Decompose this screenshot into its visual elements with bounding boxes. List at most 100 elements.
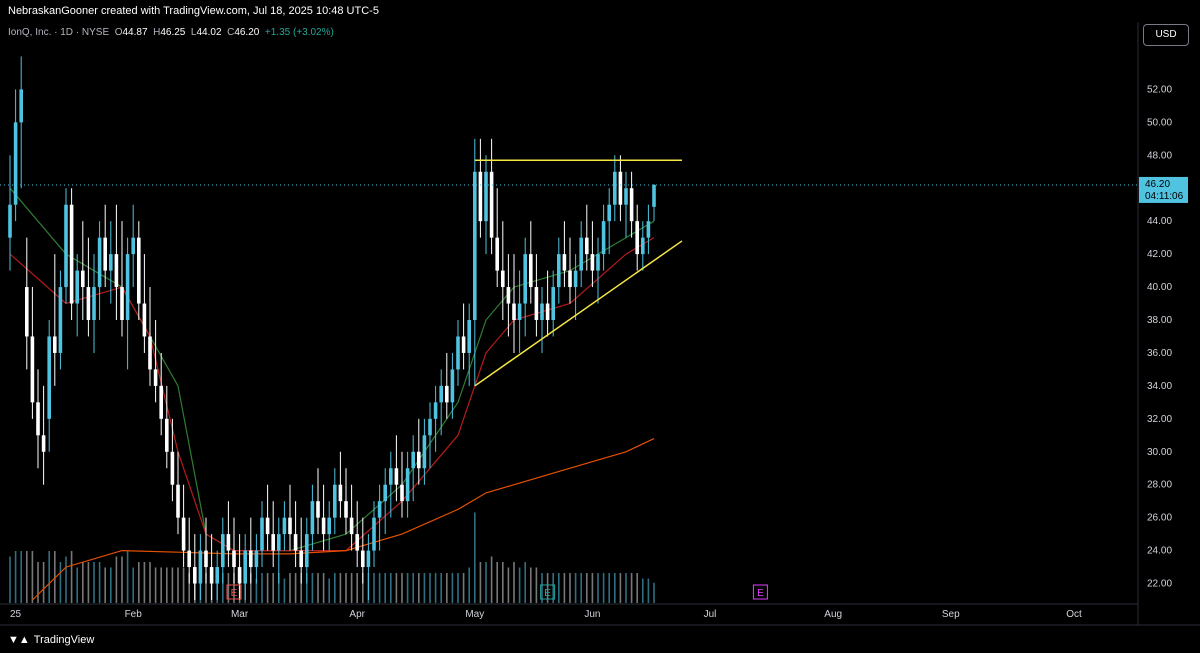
earnings-box bbox=[752, 584, 768, 600]
volume-bar bbox=[283, 578, 286, 603]
volume-bar bbox=[451, 573, 454, 603]
price-tick-label: 32.00 bbox=[1147, 414, 1172, 425]
candle-body bbox=[629, 188, 634, 222]
volume-bar bbox=[322, 573, 325, 603]
volume-bar bbox=[434, 573, 437, 603]
candle-body bbox=[97, 237, 102, 288]
volume-bar bbox=[266, 573, 269, 603]
volume-bar bbox=[31, 551, 34, 603]
price-tick-label: 52.00 bbox=[1147, 84, 1172, 95]
volume-bar bbox=[462, 573, 465, 603]
candle-body bbox=[221, 534, 225, 568]
time-axis[interactable]: 25 Feb Mar Apr May Jun Jul Aug Sep Oct bbox=[10, 609, 1082, 620]
last-price-countdown: 04:11:06 bbox=[1145, 191, 1184, 202]
candle-body bbox=[243, 550, 247, 584]
volume-bar bbox=[647, 578, 650, 603]
candle-body bbox=[316, 501, 320, 518]
volume-bar bbox=[390, 573, 392, 603]
price-axis[interactable]: 52.0050.0048.0046.0044.0042.0040.0038.00… bbox=[1147, 84, 1172, 589]
candle-body bbox=[361, 550, 365, 568]
volume-bar bbox=[513, 562, 515, 603]
candle-body bbox=[159, 385, 163, 419]
candle-body bbox=[254, 550, 259, 568]
volume-bar bbox=[608, 573, 610, 603]
candle-body bbox=[596, 254, 600, 271]
candle-body bbox=[585, 237, 589, 255]
candle-body bbox=[299, 550, 303, 568]
candle-body bbox=[181, 517, 186, 551]
candle-body bbox=[75, 270, 79, 304]
candle-body bbox=[646, 221, 651, 238]
time-tick-label: 25 bbox=[10, 609, 22, 620]
candle-body bbox=[652, 184, 656, 207]
candle-body bbox=[450, 369, 455, 403]
candle-body bbox=[607, 204, 611, 222]
candle-body bbox=[232, 550, 236, 568]
footer-brand[interactable]: ▼▲ TradingView bbox=[8, 630, 94, 650]
candle-body bbox=[237, 567, 242, 584]
candle-body bbox=[120, 287, 124, 320]
candle-body bbox=[288, 517, 292, 535]
candle-body bbox=[310, 501, 315, 535]
candle-body bbox=[557, 254, 561, 288]
currency-button[interactable]: USD bbox=[1143, 24, 1189, 46]
ema-slow-line bbox=[31, 438, 655, 601]
candle-body bbox=[209, 567, 214, 584]
volume-bar bbox=[552, 573, 554, 603]
candle-body bbox=[389, 468, 393, 485]
volume-bar bbox=[20, 551, 22, 603]
candle-body bbox=[467, 320, 471, 353]
candle-body bbox=[590, 254, 595, 271]
candle-body bbox=[495, 237, 499, 271]
volume-bar bbox=[110, 567, 112, 603]
volume-bar bbox=[132, 567, 134, 603]
candle-body bbox=[355, 534, 359, 551]
volume-bar bbox=[457, 573, 459, 603]
price-tick-label: 40.00 bbox=[1147, 282, 1172, 293]
volume-bar bbox=[412, 573, 414, 603]
earnings-marker: E bbox=[540, 584, 556, 600]
candle-body bbox=[25, 287, 29, 337]
price-tick-label: 28.00 bbox=[1147, 480, 1172, 491]
earnings-label: E bbox=[544, 588, 551, 599]
candle-body bbox=[41, 435, 46, 452]
candle-body bbox=[433, 402, 438, 419]
candle-body bbox=[439, 385, 443, 403]
candle-body bbox=[551, 287, 555, 320]
last-price-value: 46.20 bbox=[1145, 179, 1170, 190]
volume-bar bbox=[317, 573, 319, 603]
price-tick-label: 38.00 bbox=[1147, 315, 1172, 326]
volume-bar bbox=[446, 573, 448, 603]
volume-bar bbox=[306, 573, 308, 603]
candle-body bbox=[249, 550, 253, 568]
candle-body bbox=[478, 171, 483, 222]
volume-bar bbox=[59, 562, 62, 603]
candle-body bbox=[215, 567, 219, 584]
volume-bar bbox=[490, 556, 493, 603]
candle-body bbox=[109, 254, 113, 271]
volume-bar bbox=[440, 573, 442, 603]
price-tick-label: 42.00 bbox=[1147, 249, 1172, 260]
candle-body bbox=[613, 171, 617, 205]
volume-bar bbox=[289, 573, 291, 603]
price-tick-label: 48.00 bbox=[1147, 150, 1172, 161]
candle-body bbox=[417, 451, 421, 469]
candle-body bbox=[618, 171, 623, 205]
low-value: 44.02 bbox=[196, 27, 222, 38]
candle-body bbox=[53, 336, 57, 353]
time-tick-label: Jun bbox=[584, 609, 600, 620]
volume-bar bbox=[278, 573, 280, 603]
candle-body bbox=[523, 254, 527, 304]
trendline bbox=[474, 240, 683, 387]
time-tick-label: Aug bbox=[824, 609, 842, 620]
time-tick-label: May bbox=[465, 609, 484, 620]
volume-bar bbox=[9, 556, 11, 603]
volume-bar bbox=[115, 556, 118, 603]
volume-bar bbox=[524, 562, 526, 603]
volume-bar bbox=[126, 551, 129, 603]
candle-body bbox=[8, 204, 12, 238]
candle-body bbox=[372, 517, 376, 551]
candle-body bbox=[125, 254, 130, 320]
